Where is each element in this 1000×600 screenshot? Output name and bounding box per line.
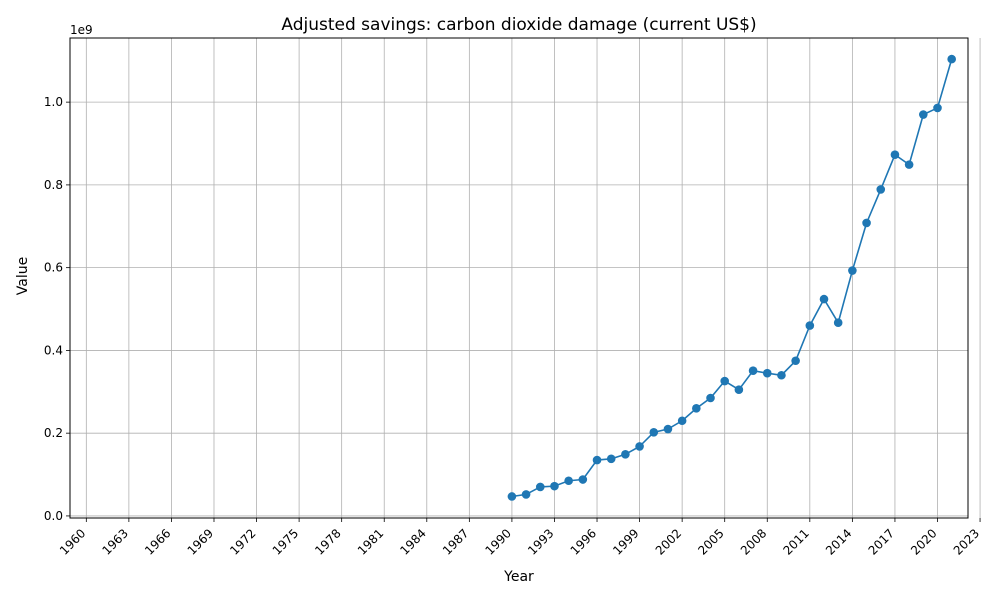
x-tick-label: 2014 bbox=[823, 526, 854, 557]
data-point bbox=[578, 475, 588, 484]
chart-title: Adjusted savings: carbon dioxide damage … bbox=[281, 15, 756, 35]
y-tick-label: 0.6 bbox=[44, 261, 63, 275]
x-axis-label: Year bbox=[503, 569, 534, 585]
data-point bbox=[833, 318, 843, 327]
x-tick-label: 1960 bbox=[57, 526, 88, 557]
data-point bbox=[621, 449, 630, 459]
x-tick-label: 2002 bbox=[653, 526, 684, 557]
y-tick-label: 0.0 bbox=[44, 509, 63, 523]
x-tick-label: 1963 bbox=[99, 526, 130, 557]
plot-frame bbox=[69, 37, 969, 519]
y-tick-label: 1.0 bbox=[44, 95, 63, 109]
x-tick-label: 1975 bbox=[270, 526, 301, 557]
data-series bbox=[507, 54, 956, 501]
data-point bbox=[663, 424, 673, 434]
data-point bbox=[649, 428, 659, 437]
data-point bbox=[762, 368, 772, 378]
x-tick-label: 2011 bbox=[780, 526, 811, 557]
data-point bbox=[606, 454, 616, 464]
x-tick-label: 2023 bbox=[951, 526, 982, 557]
data-point bbox=[862, 218, 871, 228]
data-point bbox=[535, 482, 545, 492]
series-line bbox=[511, 58, 953, 498]
x-tick-label: 1981 bbox=[355, 526, 386, 557]
data-point bbox=[748, 366, 758, 375]
data-point bbox=[692, 404, 701, 413]
data-point bbox=[734, 385, 744, 395]
data-point bbox=[805, 321, 815, 330]
y-axis-label: Value bbox=[15, 257, 31, 295]
data-point bbox=[720, 376, 730, 386]
x-tick-label: 1987 bbox=[440, 526, 471, 557]
y-offset-label: 1e9 bbox=[70, 23, 93, 37]
grid-lines bbox=[70, 38, 981, 518]
y-axis-ticks: 0.0 0.2 0.4 0.6 0.8 1.0 bbox=[44, 95, 70, 523]
y-tick-label: 0.4 bbox=[44, 343, 63, 357]
data-point bbox=[876, 185, 886, 194]
data-point bbox=[933, 103, 942, 113]
x-tick-label: 2020 bbox=[908, 526, 939, 557]
data-point bbox=[635, 442, 644, 451]
data-point bbox=[819, 294, 829, 304]
x-tick-label: 1993 bbox=[525, 526, 556, 557]
data-point bbox=[507, 492, 517, 501]
data-point bbox=[904, 160, 914, 169]
data-point bbox=[890, 150, 900, 159]
x-tick-label: 1996 bbox=[568, 526, 599, 557]
y-tick-label: 0.8 bbox=[44, 178, 63, 192]
data-point bbox=[706, 393, 715, 403]
x-tick-label: 1972 bbox=[227, 526, 258, 557]
x-tick-label: 1969 bbox=[185, 526, 216, 557]
data-point bbox=[777, 370, 786, 380]
data-point bbox=[919, 110, 928, 119]
data-point bbox=[677, 416, 687, 426]
data-point bbox=[947, 54, 956, 64]
data-point bbox=[592, 455, 602, 465]
x-tick-label: 1984 bbox=[397, 526, 428, 557]
x-tick-label: 1978 bbox=[312, 526, 343, 557]
data-point bbox=[848, 266, 857, 275]
x-tick-label: 1966 bbox=[142, 526, 173, 557]
x-tick-label: 2005 bbox=[695, 526, 726, 557]
x-axis-ticks: 1960 1963 1966 1969 1972 1975 1978 1981 1984 1987… bbox=[57, 518, 982, 558]
y-tick-label: 0.2 bbox=[44, 426, 63, 440]
data-point bbox=[550, 481, 559, 491]
x-tick-label: 2017 bbox=[866, 526, 897, 557]
x-tick-label: 1990 bbox=[483, 526, 514, 557]
x-tick-label: 1999 bbox=[610, 526, 641, 557]
data-point bbox=[564, 476, 573, 486]
data-point bbox=[791, 356, 800, 366]
data-point bbox=[521, 490, 531, 499]
x-tick-label: 2008 bbox=[738, 526, 769, 557]
